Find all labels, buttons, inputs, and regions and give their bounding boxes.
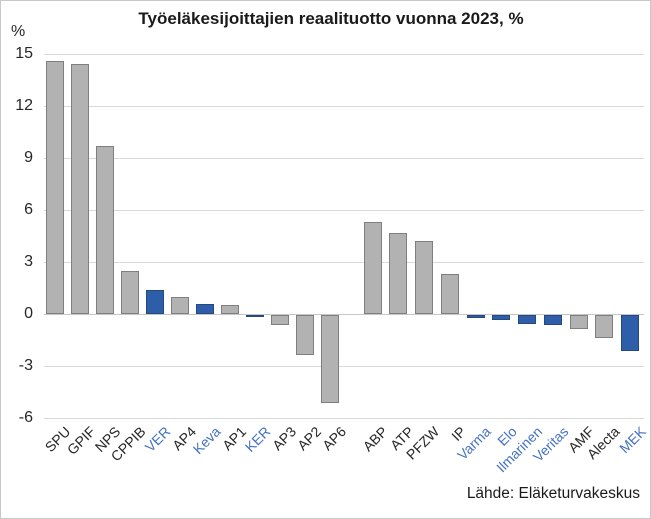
bar-Ilmarinen: [518, 315, 536, 324]
y-tick-label-6: 6: [24, 201, 33, 218]
x-axis-label-AP2: AP2: [293, 423, 324, 454]
x-axis-label-ABP: ABP: [359, 423, 392, 455]
bar-NPS: [96, 146, 114, 314]
bar-Keva: [196, 304, 214, 314]
y-tick-label--6: -6: [18, 409, 33, 426]
bar-CPPIB: [121, 271, 139, 314]
y-tick-label-0: 0: [24, 305, 33, 322]
gridline-15: [44, 54, 644, 55]
gridline-9: [44, 158, 644, 159]
bar-AP2: [296, 315, 314, 355]
bar-AP1: [221, 305, 239, 314]
bar-Veritas: [544, 315, 562, 325]
gridline--6: [44, 418, 644, 419]
y-tick-label-9: 9: [24, 149, 33, 166]
y-axis-unit-label: %: [11, 23, 26, 40]
bar-ATP: [389, 233, 407, 314]
bar-MEK: [621, 315, 639, 351]
source-note: Lähde: Eläketurvakeskus: [466, 485, 640, 502]
x-axis-label-MEK: MEK: [615, 423, 649, 457]
x-axis-label-AP6: AP6: [318, 423, 349, 454]
y-tick-label-3: 3: [24, 253, 33, 270]
bar-VER: [146, 290, 164, 314]
x-axis-label-AP1: AP1: [218, 423, 249, 454]
bar-AP4: [171, 297, 189, 314]
bar-AP3: [271, 315, 289, 325]
x-axis-label-VER: VER: [141, 423, 174, 455]
x-axis-label-AP3: AP3: [268, 423, 299, 454]
bar-SPU: [46, 61, 64, 314]
gridline-0: [44, 314, 644, 315]
gridline-12: [44, 106, 644, 107]
gridline-3: [44, 262, 644, 263]
bar-KER: [246, 315, 264, 317]
bar-AMF: [570, 315, 588, 329]
bar-Alecta: [595, 315, 613, 338]
chart-title: Työeläkesijoittajien reaalituotto vuonna…: [138, 9, 524, 28]
y-tick-label-12: 12: [15, 97, 33, 114]
y-tick-label-15: 15: [15, 45, 33, 62]
bar-GPIF: [71, 64, 89, 314]
gridline-6: [44, 210, 644, 211]
x-axis-label-KER: KER: [241, 423, 274, 455]
bar-Varma: [467, 315, 485, 318]
bar-IP: [441, 274, 459, 314]
bar-Elo: [492, 315, 510, 320]
y-tick-label--3: -3: [18, 357, 33, 374]
gridline--3: [44, 366, 644, 367]
bar-AP6: [321, 315, 339, 403]
bar-ABP: [364, 222, 382, 314]
bar-PFZW: [415, 241, 433, 314]
